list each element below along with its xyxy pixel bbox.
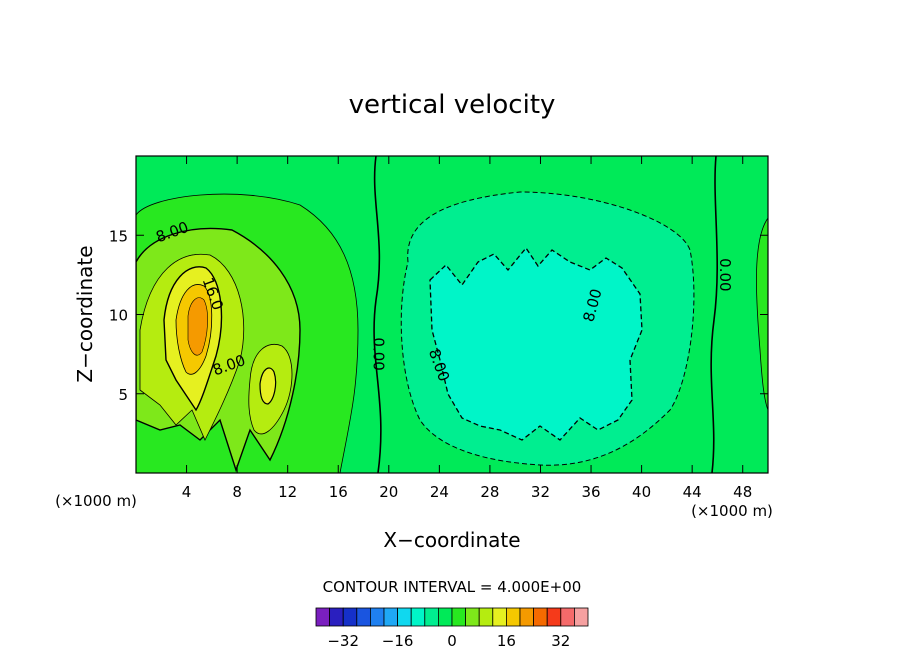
positive-left-24-region: [187, 297, 208, 356]
colorbar-swatch: [451, 607, 467, 627]
colorbar-swatch: [546, 607, 562, 627]
colorbar-tick-label: 16: [497, 632, 516, 650]
x-tick-label: 32: [531, 483, 550, 501]
contour-label: 0.00: [370, 337, 388, 370]
x-tick-label: 8: [232, 483, 242, 501]
x-tick-label: 44: [683, 483, 702, 501]
chart-title: vertical velocity: [349, 90, 556, 120]
y-tick-label: 5: [118, 386, 128, 404]
colorbar-swatch: [315, 607, 331, 627]
zero-contour-line: [373, 156, 382, 473]
x-tick-label: 4: [182, 483, 192, 501]
colorbar-swatch: [369, 607, 385, 627]
colorbar-swatch: [410, 607, 426, 627]
x-unit-left: (×1000 m): [55, 492, 137, 510]
x-axis-label: X−coordinate: [383, 528, 520, 552]
colorbar-swatch: [437, 607, 453, 627]
colorbar-swatch: [492, 607, 507, 627]
colorbar-tick-label: −32: [327, 632, 359, 650]
colorbar-swatch: [342, 607, 358, 627]
negative-inner-region: [429, 246, 643, 441]
x-tick-label: 36: [581, 483, 600, 501]
colorbar-swatch: [424, 607, 439, 627]
colorbar-swatch: [465, 607, 480, 627]
colorbar: −32 −16 0 16 32: [315, 607, 589, 650]
colorbar-swatch: [519, 607, 535, 627]
contour-interval-label: CONTOUR INTERVAL = 4.000E+00: [323, 578, 582, 596]
y-axis-label: Z−coordinate: [73, 245, 97, 382]
x-axis-ticks: 4 8 12 16 20 24 28 32 36 40 44 48: [182, 156, 752, 501]
colorbar-tick-label: 0: [447, 632, 457, 650]
colorbar-swatch: [560, 607, 575, 627]
colorbar-swatch: [478, 607, 494, 627]
colorbar-swatch: [356, 607, 371, 627]
x-tick-label: 20: [379, 483, 398, 501]
contour-label: 0.00: [716, 258, 734, 291]
x-tick-label: 24: [430, 483, 449, 501]
colorbar-tick-label: 32: [551, 632, 570, 650]
x-tick-label: 12: [278, 483, 297, 501]
x-unit-right: (×1000 m): [691, 502, 773, 520]
x-tick-label: 28: [480, 483, 499, 501]
y-tick-label: 10: [109, 307, 128, 325]
x-tick-label: 40: [632, 483, 651, 501]
colorbar-swatch: [505, 607, 521, 627]
colorbar-swatch: [574, 607, 589, 627]
zero-contour-line-right: [710, 156, 719, 473]
x-tick-label: 16: [329, 483, 348, 501]
y-axis-ticks: 5 10 15: [109, 227, 768, 404]
colorbar-swatch: [329, 607, 344, 627]
colorbar-swatch: [397, 607, 412, 627]
colorbar-tick-label: −16: [382, 632, 414, 650]
colorbar-swatch: [533, 607, 548, 627]
y-tick-label: 15: [109, 227, 128, 245]
x-tick-label: 48: [733, 483, 752, 501]
positive-mid-12-region: [259, 367, 277, 405]
colorbar-swatch: [383, 607, 399, 627]
plot-area: [136, 156, 768, 473]
